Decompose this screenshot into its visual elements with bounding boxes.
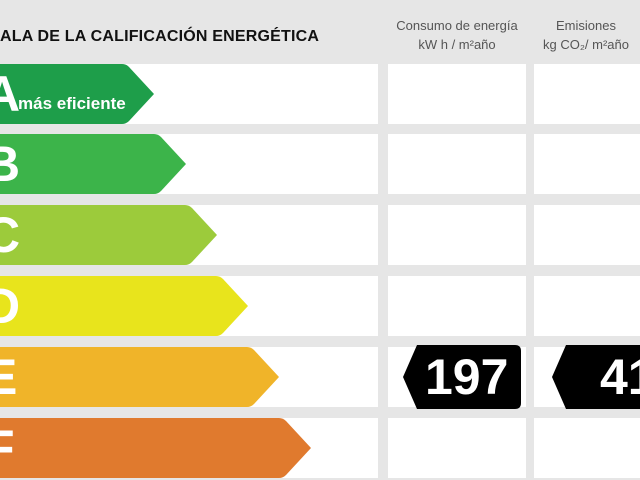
consumo-value: 197 [425, 349, 509, 405]
emisiones-cell [534, 276, 640, 336]
consumo-header-unit: kW h / m²año [418, 37, 496, 52]
rating-letter: B [0, 136, 21, 192]
emisiones-header: Emisiones kg CO₂/ m²año [532, 16, 640, 54]
emisiones-cell [534, 134, 640, 194]
consumo-cell [388, 64, 526, 124]
consumo-cell [388, 205, 526, 265]
rating-subtitle: más eficiente [18, 94, 126, 113]
emisiones-value: 41 [600, 349, 640, 405]
scale-title: ALA DE LA CALIFICACIÓN ENERGÉTICA [0, 28, 320, 45]
consumo-cell [388, 134, 526, 194]
consumo-value-badge: 197 [403, 345, 521, 409]
rating-letter: A [0, 66, 21, 122]
rating-letter: E [0, 349, 18, 405]
rating-bar-d: D [0, 276, 248, 336]
rating-bar-b: B [0, 134, 186, 194]
consumo-cell [388, 276, 526, 336]
consumo-cell [388, 418, 526, 478]
emisiones-header-unit: kg CO₂/ m²año [543, 37, 629, 52]
rating-letter: C [0, 207, 21, 263]
rating-bar-e: E [0, 347, 279, 407]
emisiones-cell [534, 205, 640, 265]
rating-letter: D [0, 278, 21, 334]
emisiones-cell [534, 418, 640, 478]
rating-letter: F [0, 418, 15, 478]
emisiones-header-title: Emisiones [556, 18, 616, 33]
emisiones-value-badge: 41 [552, 345, 640, 409]
consumo-header: Consumo de energía kW h / m²año [384, 16, 530, 54]
consumo-header-title: Consumo de energía [396, 18, 518, 33]
rating-bar-f: F [0, 418, 311, 478]
rating-bar-c: C [0, 205, 217, 265]
emisiones-cell [534, 64, 640, 124]
